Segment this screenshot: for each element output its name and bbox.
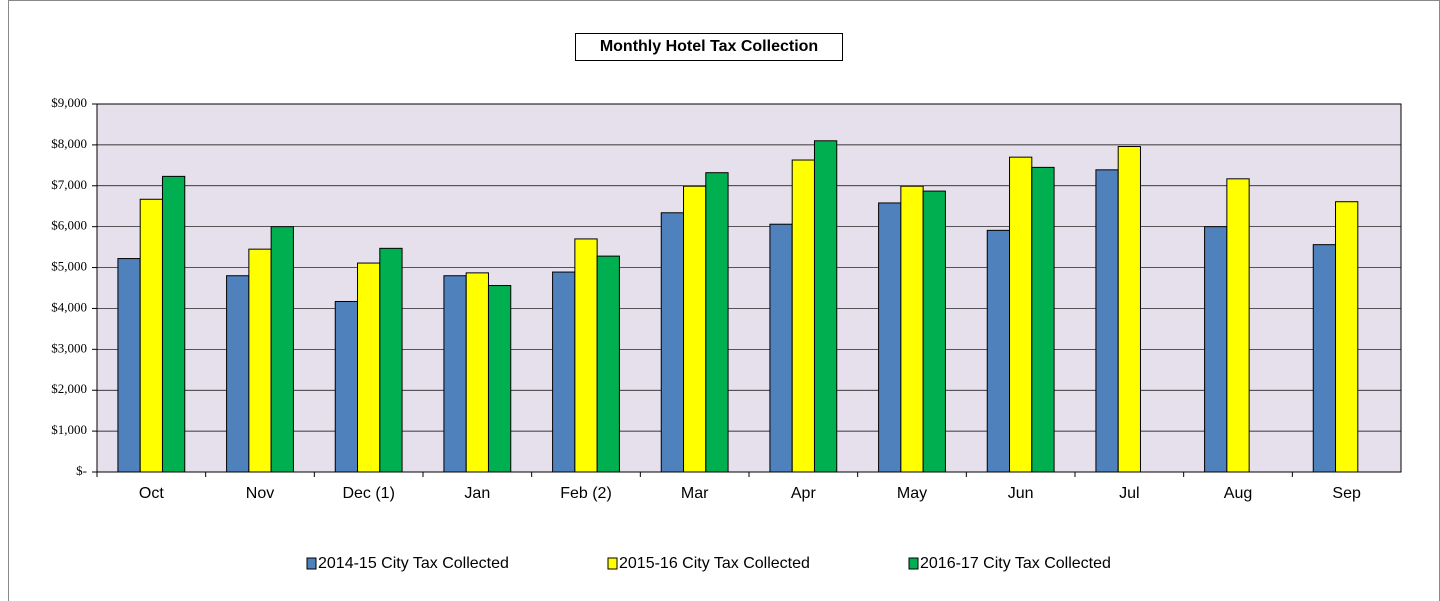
bar (660, 212, 685, 473)
legend-label: 2015-16 City Tax Collected (619, 555, 810, 572)
y-tick-label: $1,000 (51, 422, 87, 437)
x-tick-label: Apr (791, 485, 817, 502)
bar (1031, 166, 1055, 473)
x-tick-label: May (897, 485, 927, 502)
x-tick-label: Feb (2) (560, 485, 612, 502)
legend-label: 2016-17 City Tax Collected (920, 555, 1111, 572)
bar (465, 272, 489, 473)
y-tick-label: $9,000 (51, 95, 87, 110)
title-box (575, 33, 843, 61)
bar (986, 229, 1011, 473)
bar (922, 190, 946, 473)
x-tick-label: Aug (1224, 485, 1252, 502)
bar (791, 159, 815, 473)
bar (878, 202, 902, 473)
y-tick-label: $3,000 (51, 340, 87, 355)
bar (270, 226, 294, 473)
bar (357, 262, 381, 473)
bar (574, 238, 598, 473)
legend-swatch (306, 557, 317, 570)
bar (769, 223, 793, 473)
y-tick-label: $7,000 (51, 177, 87, 192)
y-tick-label: $6,000 (51, 218, 87, 233)
legend-swatch (908, 557, 919, 570)
y-tick-label: $2,000 (51, 381, 87, 396)
bar (443, 275, 467, 473)
bar (1009, 156, 1033, 473)
x-tick-label: Nov (246, 485, 274, 502)
bar (161, 175, 186, 473)
bar (139, 198, 163, 473)
bar (813, 140, 838, 473)
bar (379, 247, 403, 473)
x-tick-label: Jul (1119, 485, 1139, 502)
bar (1095, 169, 1119, 473)
legend-label: 2014-15 City Tax Collected (318, 555, 509, 572)
x-tick-label: Dec (1) (342, 485, 394, 502)
y-tick-label: $- (76, 463, 87, 478)
legend-swatch (607, 557, 618, 570)
bar (1312, 244, 1337, 473)
bar (487, 285, 512, 473)
bar (334, 300, 359, 473)
bar (248, 248, 272, 473)
bar (900, 185, 924, 473)
y-tick-label: $4,000 (51, 299, 87, 314)
y-tick-label: $5,000 (51, 259, 87, 274)
x-tick-label: Jan (464, 485, 490, 502)
x-tick-label: Sep (1332, 485, 1361, 502)
x-tick-label: Jun (1008, 485, 1034, 502)
bar (596, 255, 620, 473)
y-tick-label: $8,000 (51, 136, 87, 151)
bar (1117, 146, 1141, 473)
chart-title: Monthly Hotel Tax Collection (600, 38, 818, 55)
x-tick-label: Mar (681, 485, 709, 502)
bar (117, 258, 141, 473)
bar (705, 172, 729, 473)
bar (1335, 201, 1359, 473)
bar (1204, 226, 1228, 473)
bar (1226, 178, 1250, 473)
bar (683, 185, 707, 473)
bar (552, 271, 576, 473)
bar (226, 275, 250, 473)
x-tick-label: Oct (139, 485, 164, 502)
